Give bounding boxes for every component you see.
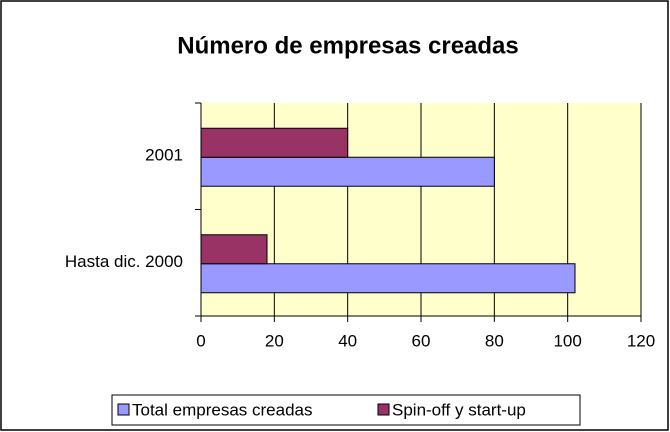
y-tick-label: Hasta dic. 2000 <box>65 252 183 271</box>
legend-label: Spin-off y start-up <box>392 400 526 419</box>
x-tick-label: 0 <box>196 331 205 350</box>
bar <box>200 156 495 187</box>
legend-label: Total empresas creadas <box>132 400 312 419</box>
x-tick-label: 60 <box>412 331 431 350</box>
x-tick-label: 80 <box>485 331 504 350</box>
bar <box>200 263 576 294</box>
bar <box>200 234 268 265</box>
x-tick-label: 120 <box>627 331 655 350</box>
chart-title: Número de empresas creadas <box>177 32 519 59</box>
y-tick-label: 2001 <box>145 146 183 165</box>
x-tick-label: 100 <box>553 331 581 350</box>
x-tick-label: 40 <box>338 331 357 350</box>
bar <box>200 127 349 158</box>
legend-swatch <box>117 403 130 416</box>
legend-swatch <box>377 403 390 416</box>
x-tick-label: 20 <box>265 331 284 350</box>
legend-box <box>111 394 581 426</box>
